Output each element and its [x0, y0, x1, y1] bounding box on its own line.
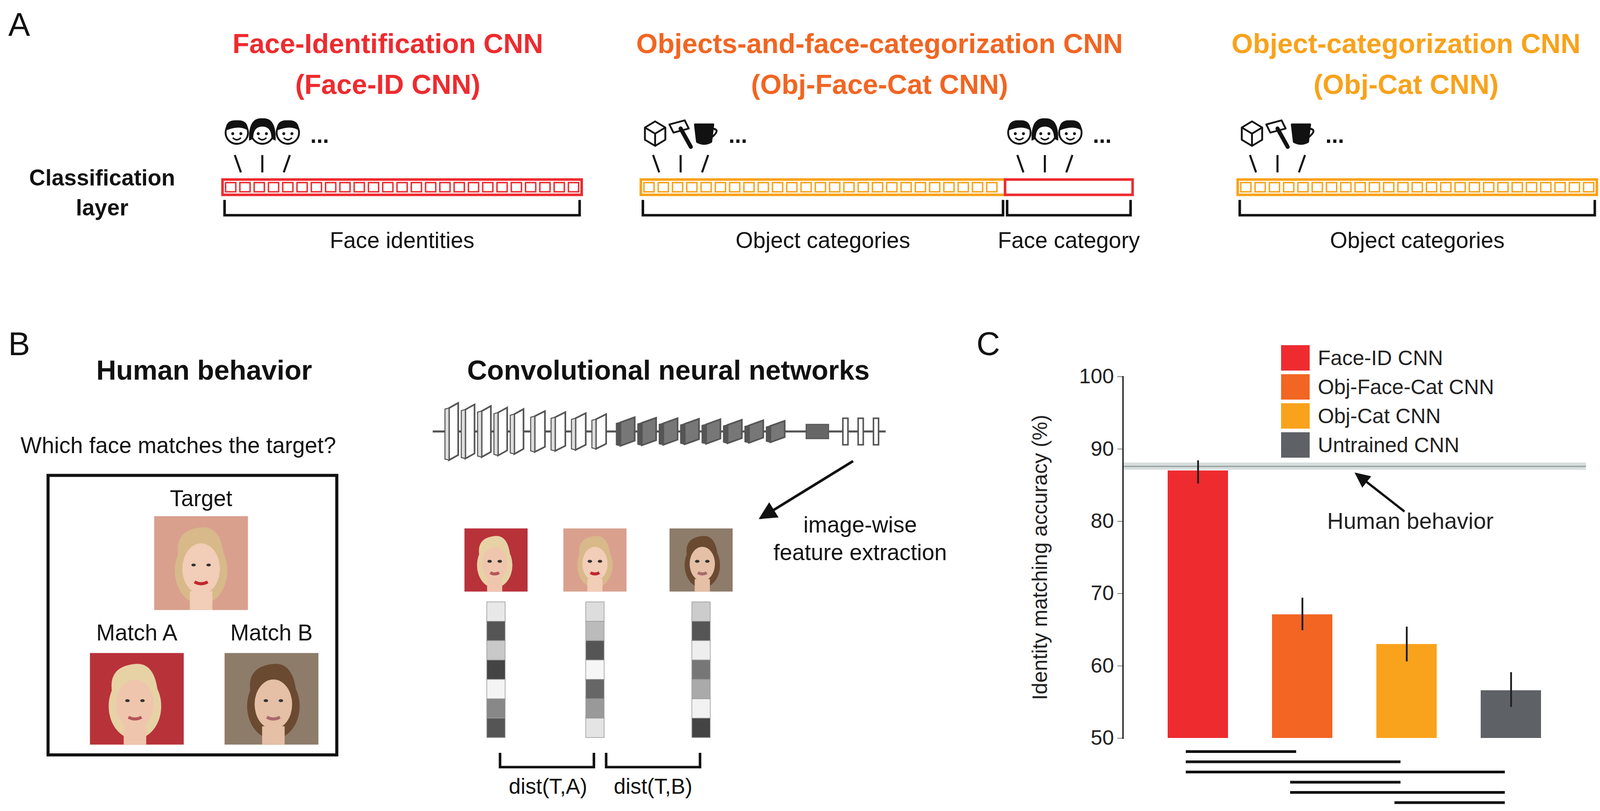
svg-text:(Obj-Cat CNN): (Obj-Cat CNN)	[1313, 68, 1499, 100]
svg-text:Target: Target	[170, 485, 233, 511]
html-text:Obj-Cat CNN: Obj-Cat CNN	[1317, 404, 1441, 428]
svg-text:Classification: Classification	[29, 165, 176, 191]
svg-text:90: 90	[1090, 436, 1114, 461]
svg-text:80: 80	[1090, 508, 1114, 533]
svg-text:...: ...	[728, 122, 748, 148]
svg-text:Object categories: Object categories	[735, 227, 911, 253]
svg-text:Human behavior: Human behavior	[1327, 508, 1494, 534]
html-text:Obj-Face-Cat CNN: Obj-Face-Cat CNN	[1317, 375, 1495, 399]
svg-text:feature extraction: feature extraction	[773, 539, 947, 565]
svg-text:Face category: Face category	[997, 227, 1141, 253]
svg-text:50: 50	[1090, 725, 1114, 750]
svg-text:...: ...	[1092, 122, 1112, 148]
svg-text:Convolutional neural networks: Convolutional neural networks	[467, 354, 870, 386]
svg-text:Objects-and-face-categorizatio: Objects-and-face-categorization CNN	[636, 28, 1123, 59]
svg-text:Object-categorization CNN: Object-categorization CNN	[1231, 28, 1581, 59]
svg-text:(Face-ID CNN): (Face-ID CNN)	[295, 68, 481, 100]
svg-text:...: ...	[310, 122, 329, 148]
svg-text:Match B: Match B	[230, 620, 313, 646]
svg-text:C: C	[976, 325, 1001, 363]
svg-text:layer: layer	[75, 195, 129, 221]
svg-text:Object categories: Object categories	[1330, 227, 1505, 253]
svg-text:(Obj-Face-Cat CNN): (Obj-Face-Cat CNN)	[751, 68, 1009, 100]
svg-text:Face identities: Face identities	[329, 227, 475, 253]
svg-text:dist(T,B): dist(T,B)	[613, 774, 693, 799]
svg-text:60: 60	[1090, 653, 1114, 678]
svg-text:100: 100	[1079, 364, 1115, 388]
html-text:Untrained CNN: Untrained CNN	[1317, 433, 1460, 457]
svg-text:Human behavior: Human behavior	[96, 354, 313, 386]
svg-text:Match A: Match A	[96, 620, 178, 646]
svg-text:A: A	[8, 6, 30, 43]
svg-text:Identity matching accuracy (%): Identity matching accuracy (%)	[1027, 415, 1052, 701]
svg-text:70: 70	[1090, 581, 1114, 605]
svg-text:dist(T,A): dist(T,A)	[508, 774, 588, 799]
svg-text:Face-Identification CNN: Face-Identification CNN	[232, 28, 544, 59]
svg-text:Which face matches the target?: Which face matches the target?	[20, 432, 337, 458]
html-text:Face-ID CNN: Face-ID CNN	[1317, 346, 1444, 370]
svg-text:image-wise: image-wise	[803, 512, 917, 538]
svg-text:...: ...	[1325, 122, 1345, 148]
svg-text:B: B	[8, 325, 30, 363]
